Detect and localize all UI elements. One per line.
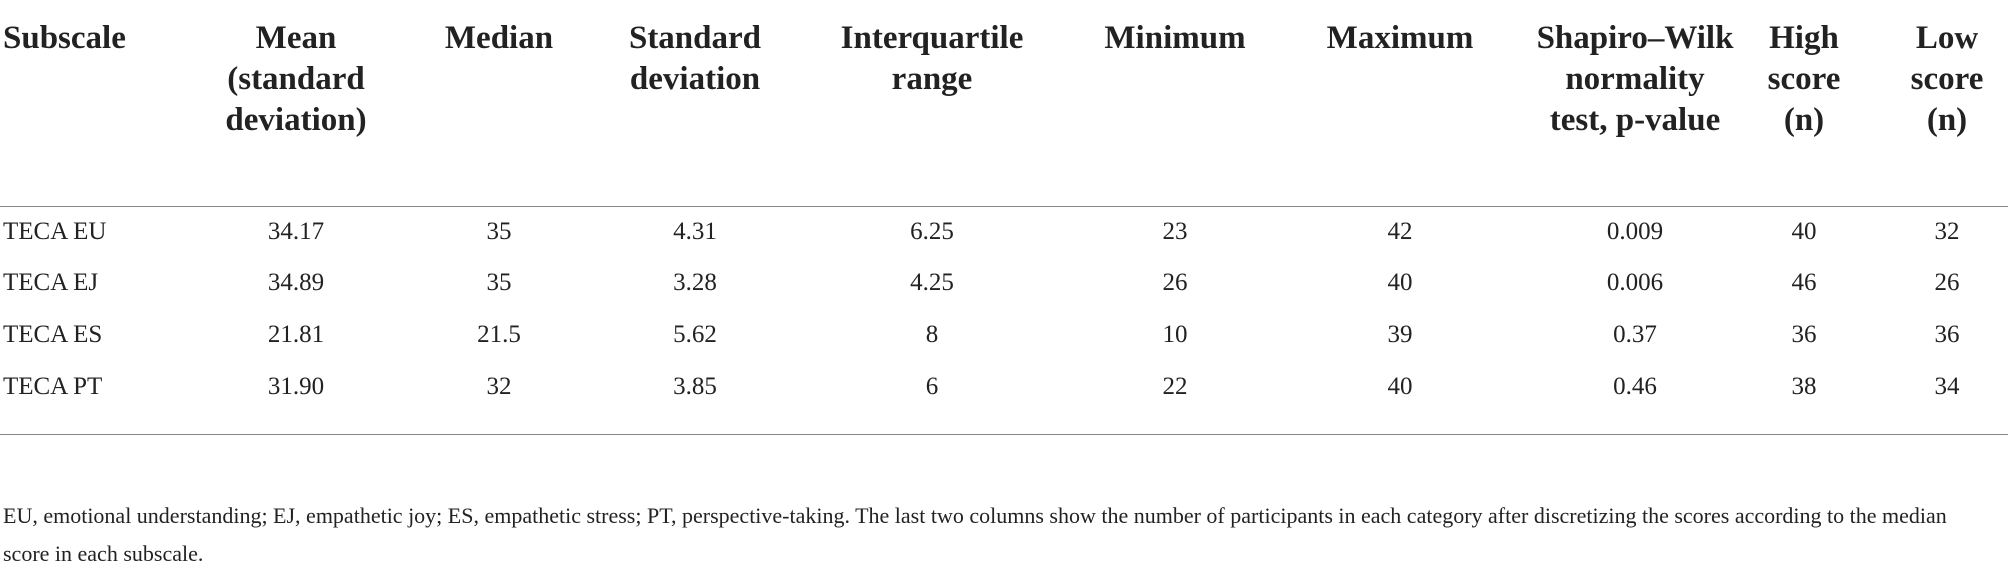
column-header: Standard deviation xyxy=(628,20,762,97)
cell: 8 xyxy=(925,321,939,348)
cell: 21.81 xyxy=(267,321,325,348)
column-header: Interquartile range xyxy=(840,20,1024,97)
row-label: TECA PT xyxy=(3,373,103,400)
cell: 3.85 xyxy=(673,373,717,400)
cell: 40 xyxy=(1387,269,1413,296)
column-header: Minimum xyxy=(1104,20,1246,56)
cell: 31.90 xyxy=(267,373,325,400)
column-header: Shapiro–Wilk normality test, p-value xyxy=(1536,20,1734,138)
cell: 34.89 xyxy=(267,269,325,296)
cell: 26 xyxy=(1934,269,1960,296)
cell: 10 xyxy=(1162,321,1188,348)
cell: 6 xyxy=(925,373,939,400)
cell: 36 xyxy=(1934,321,1960,348)
column-header: High score (n) xyxy=(1767,20,1841,138)
cell: 26 xyxy=(1162,269,1188,296)
cell: 34.17 xyxy=(267,218,325,245)
header-rule xyxy=(0,206,2008,207)
cell: 34 xyxy=(1934,373,1960,400)
cell: 3.28 xyxy=(673,269,717,296)
bottom-rule xyxy=(0,434,2008,435)
cell: 0.006 xyxy=(1606,269,1664,296)
cell: 0.009 xyxy=(1606,218,1664,245)
cell: 0.46 xyxy=(1613,373,1657,400)
cell: 38 xyxy=(1791,373,1817,400)
cell: 46 xyxy=(1791,269,1817,296)
column-header: Maximum xyxy=(1326,20,1474,56)
row-label: TECA EJ xyxy=(3,269,99,296)
cell: 40 xyxy=(1387,373,1413,400)
column-header: Subscale xyxy=(3,20,126,56)
row-label: TECA EU xyxy=(3,218,107,245)
cell: 22 xyxy=(1162,373,1188,400)
cell: 35 xyxy=(486,218,512,245)
cell: 4.25 xyxy=(910,269,954,296)
column-header: Mean (standard deviation) xyxy=(225,20,367,138)
cell: 5.62 xyxy=(673,321,717,348)
cell: 39 xyxy=(1387,321,1413,348)
footnote: EU, emotional understanding; EJ, empathe… xyxy=(3,503,1947,566)
cell: 32 xyxy=(1934,218,1960,245)
cell: 40 xyxy=(1791,218,1817,245)
cell: 32 xyxy=(486,373,512,400)
cell: 4.31 xyxy=(673,218,717,245)
column-header: Low score (n) xyxy=(1910,20,1984,138)
cell: 6.25 xyxy=(910,218,954,245)
cell: 35 xyxy=(486,269,512,296)
cell: 0.37 xyxy=(1613,321,1657,348)
cell: 42 xyxy=(1387,218,1413,245)
cell: 36 xyxy=(1791,321,1817,348)
cell: 21.5 xyxy=(477,321,521,348)
cell: 23 xyxy=(1162,218,1188,245)
column-header: Median xyxy=(444,20,554,56)
row-label: TECA ES xyxy=(3,321,103,348)
